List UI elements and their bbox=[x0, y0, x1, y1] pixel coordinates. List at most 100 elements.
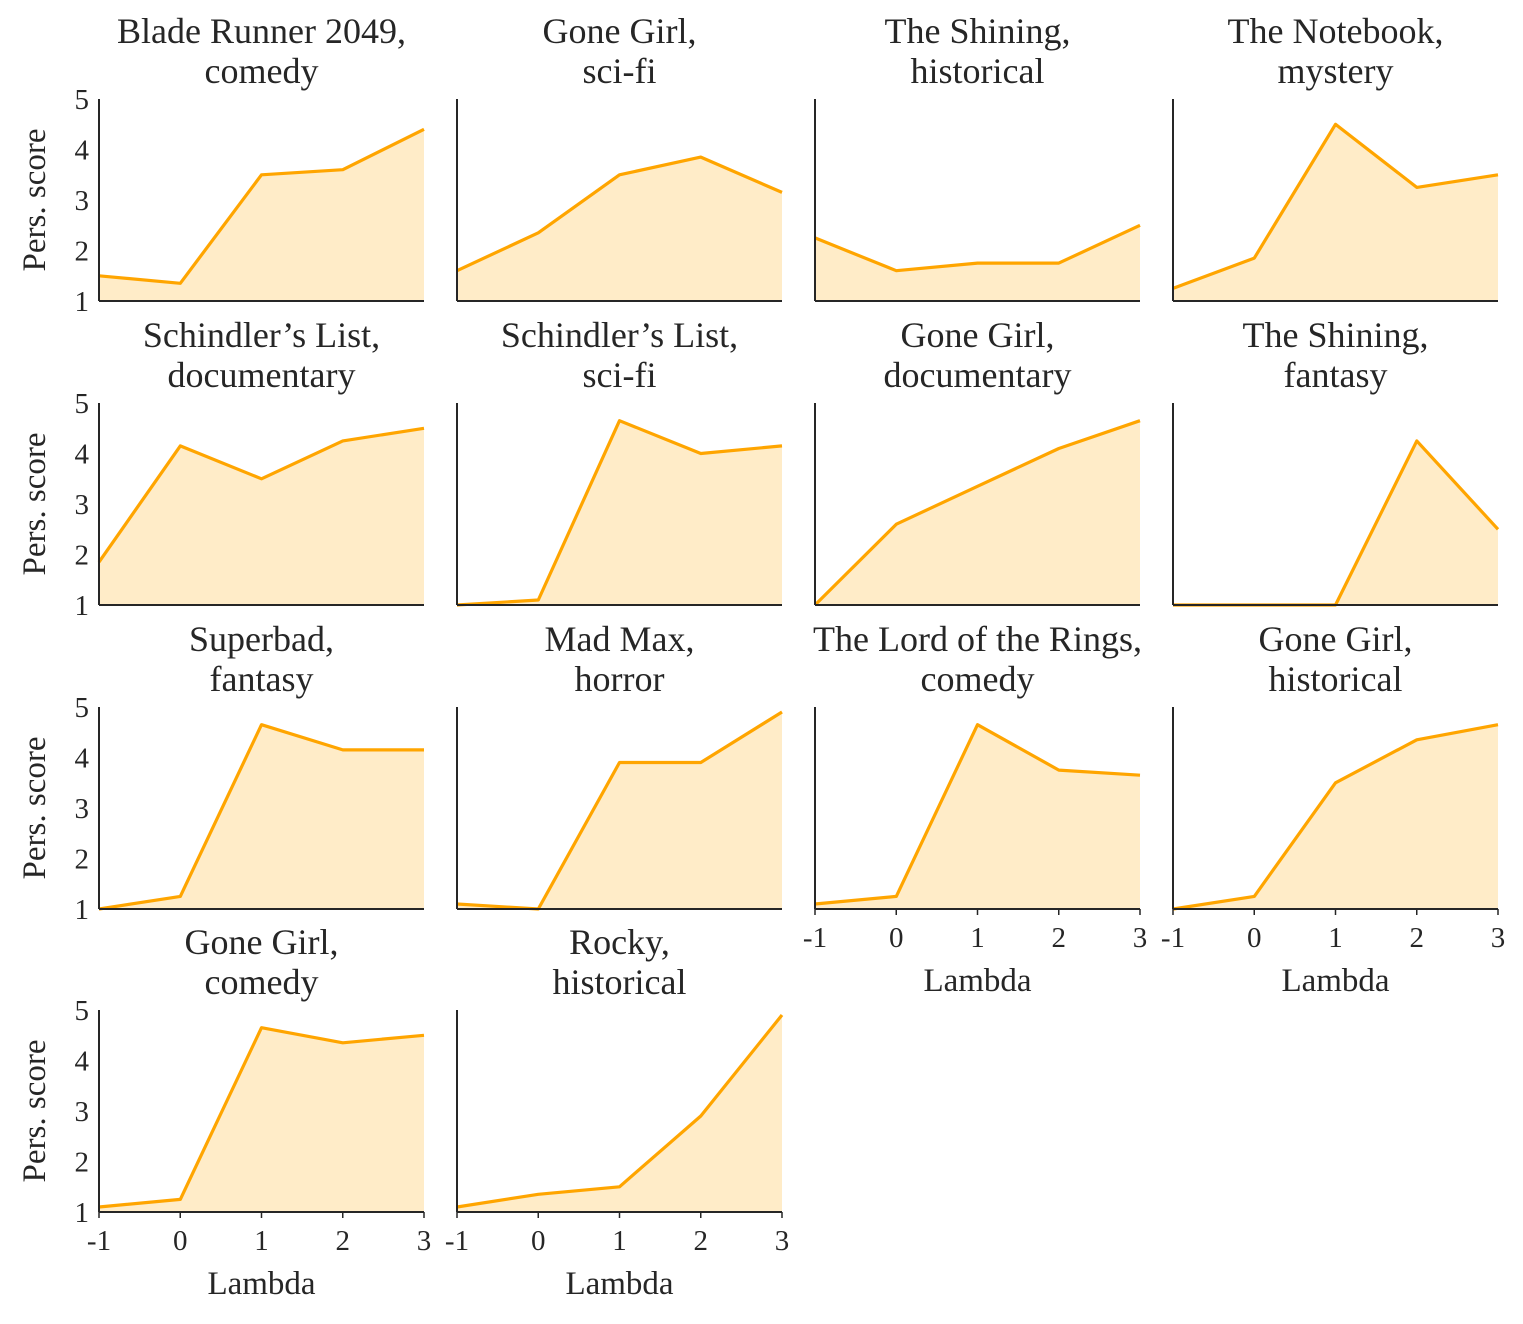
series-line bbox=[97, 426, 425, 564]
series-area bbox=[1173, 724, 1498, 909]
panel-title-line: comedy bbox=[921, 659, 1035, 699]
y-tick-label: 2 bbox=[75, 844, 90, 876]
x-tick-label: 2 bbox=[694, 1225, 709, 1257]
x-tick-label: 1 bbox=[612, 1225, 627, 1257]
y-axis-label: Pers. score bbox=[17, 1040, 53, 1183]
x-tick-label: 2 bbox=[336, 1225, 351, 1257]
panel-title: Gone Girl, documentary bbox=[884, 315, 1072, 395]
panel-8: The Shining, fantasy bbox=[1172, 315, 1500, 607]
y-tick-label: 3 bbox=[75, 489, 90, 521]
panel-title-line: sci-fi bbox=[583, 355, 657, 395]
panel-7: Gone Girl, documentary bbox=[813, 315, 1141, 607]
panel-10: Mad Max, horror bbox=[456, 619, 783, 911]
x-tick-label: 1 bbox=[970, 922, 985, 954]
series-line bbox=[456, 419, 783, 607]
panel-12: Gone Girl, historical -1 0 1 2 3 Lambda bbox=[1161, 619, 1505, 999]
y-tick-label: 1 bbox=[75, 590, 90, 622]
panel-title-line: Blade Runner 2049, bbox=[117, 11, 406, 51]
panel-title-line: Mad Max, bbox=[545, 619, 695, 659]
x-tick-label: 1 bbox=[254, 1225, 269, 1257]
panel-title: Schindler’s List, sci-fi bbox=[501, 315, 738, 395]
series-area bbox=[99, 129, 424, 301]
y-tick-label: 5 bbox=[75, 692, 90, 724]
y-tick-label: 3 bbox=[75, 185, 90, 217]
panel-title-line: sci-fi bbox=[583, 51, 657, 91]
series-line bbox=[456, 155, 783, 273]
panel-title: Blade Runner 2049, comedy bbox=[117, 11, 406, 91]
panel-title-line: Superbad, bbox=[189, 619, 334, 659]
series-line bbox=[1172, 122, 1499, 290]
x-tick-label: -1 bbox=[445, 1225, 469, 1257]
x-axis-label: Lambda bbox=[1281, 963, 1389, 999]
x-tick-label: 2 bbox=[1052, 922, 1067, 954]
panel-4: The Notebook, mystery bbox=[1172, 11, 1499, 302]
x-tick-label: 3 bbox=[1133, 922, 1148, 954]
x-axis-label: Lambda bbox=[565, 1266, 673, 1302]
panel-title-line: historical bbox=[1269, 659, 1403, 699]
series-area bbox=[815, 420, 1140, 605]
y-tick-label: 1 bbox=[75, 286, 90, 318]
series-area bbox=[457, 157, 782, 301]
series-line bbox=[98, 127, 425, 285]
panel-3: The Shining, historical bbox=[814, 11, 1141, 302]
panel-title-line: documentary bbox=[168, 355, 356, 395]
series-line bbox=[814, 723, 1141, 906]
y-tick-label: 1 bbox=[75, 894, 90, 926]
series-line bbox=[1172, 723, 1499, 911]
panel-5: Schindler’s List, documentary 1 2 3 4 5 Pers. s… bbox=[17, 315, 425, 622]
y-axis-label: Pers. score bbox=[17, 737, 53, 880]
y-tick-label: 5 bbox=[75, 388, 90, 420]
series-area bbox=[99, 1027, 424, 1212]
panel-title-line: Schindler’s List, bbox=[143, 315, 380, 355]
panel-title: The Shining, historical bbox=[885, 11, 1071, 91]
panel-title: Gone Girl, sci-fi bbox=[543, 11, 697, 91]
panel-title-line: comedy bbox=[205, 51, 319, 91]
panel-1: Blade Runner 2049, comedy 1 2 3 4 5 Pers. score bbox=[17, 11, 425, 318]
series-line bbox=[456, 1013, 784, 1209]
x-tick-label: 3 bbox=[775, 1225, 790, 1257]
y-axis-label: Pers. score bbox=[17, 129, 53, 272]
series-line bbox=[98, 1026, 425, 1209]
y-axis-label: Pers. score bbox=[17, 433, 53, 576]
panel-11: The Lord of the Rings, comedy -1 0 1 2 3 Lambda bbox=[803, 619, 1147, 999]
series-area bbox=[1173, 124, 1498, 301]
series-area bbox=[1173, 440, 1498, 605]
panel-title: Gone Girl, comedy bbox=[185, 922, 339, 1002]
y-tick-label: 4 bbox=[75, 1046, 90, 1078]
panel-title: The Shining, fantasy bbox=[1243, 315, 1429, 395]
y-tick-label: 2 bbox=[75, 1147, 90, 1179]
panel-title-line: The Lord of the Rings, bbox=[813, 619, 1142, 659]
panel-title-line: documentary bbox=[884, 355, 1072, 395]
x-tick-label: 1 bbox=[1328, 922, 1343, 954]
panel-title-line: horror bbox=[575, 659, 665, 699]
y-tick-label: 3 bbox=[75, 793, 90, 825]
panel-title-line: historical bbox=[911, 51, 1045, 91]
panel-2: Gone Girl, sci-fi bbox=[456, 11, 783, 302]
x-tick-label: 0 bbox=[1247, 922, 1262, 954]
series-area bbox=[457, 712, 782, 909]
y-tick-label: 3 bbox=[75, 1096, 90, 1128]
panel-title: Superbad, fantasy bbox=[189, 619, 334, 699]
panel-6: Schindler’s List, sci-fi bbox=[456, 315, 783, 607]
x-tick-label: 3 bbox=[1491, 922, 1506, 954]
x-axis-label: Lambda bbox=[207, 1266, 315, 1302]
y-tick-label: 4 bbox=[75, 743, 90, 775]
x-tick-label: 0 bbox=[889, 922, 904, 954]
panel-title-line: comedy bbox=[205, 962, 319, 1002]
x-tick-label: 0 bbox=[173, 1225, 188, 1257]
panel-title-line: fantasy bbox=[210, 659, 314, 699]
y-tick-label: 2 bbox=[75, 540, 90, 572]
series-area bbox=[815, 724, 1140, 909]
panel-14: Rocky, historical -1 0 1 2 3 Lambda bbox=[445, 922, 789, 1302]
panel-title: The Notebook, mystery bbox=[1228, 11, 1444, 91]
y-tick-label: 2 bbox=[75, 236, 90, 268]
panel-title: Rocky, historical bbox=[553, 922, 687, 1002]
panel-title-line: The Shining, bbox=[1243, 315, 1429, 355]
y-tick-label: 4 bbox=[75, 439, 90, 471]
series-area bbox=[99, 428, 424, 605]
panel-title: Schindler’s List, documentary bbox=[143, 315, 380, 395]
y-tick-label: 4 bbox=[75, 135, 90, 167]
series-line bbox=[456, 710, 783, 911]
series-area bbox=[457, 1015, 782, 1212]
